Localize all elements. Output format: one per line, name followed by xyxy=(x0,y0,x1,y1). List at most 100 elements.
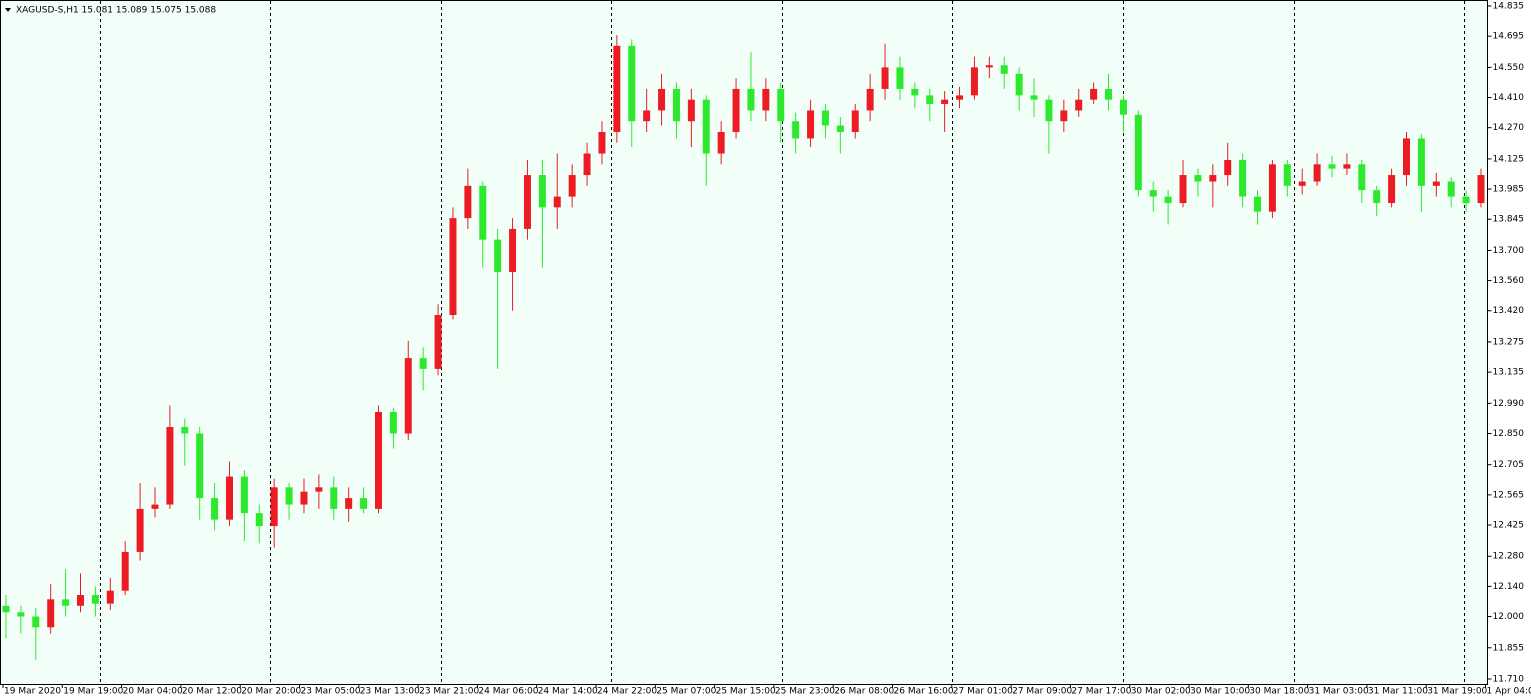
candle-body xyxy=(1462,196,1470,204)
y-tick-label: 12.425 xyxy=(1493,521,1525,531)
candle-body xyxy=(285,487,293,505)
candle-body xyxy=(1119,99,1127,115)
candle-body xyxy=(1134,114,1142,191)
x-tick-label: 19 Mar 2020 xyxy=(4,687,61,697)
candle-body xyxy=(598,131,606,154)
header-marker xyxy=(5,8,11,12)
candle-body xyxy=(956,95,964,100)
x-tick-label: 31 Mar 19:00 xyxy=(1427,687,1487,697)
x-tick-label: 25 Mar 07:00 xyxy=(656,687,716,697)
candle-body xyxy=(434,315,442,369)
candle-body xyxy=(374,411,382,509)
candle-body xyxy=(851,110,859,132)
candle-body xyxy=(1477,175,1485,204)
x-tick-label: 24 Mar 06:00 xyxy=(478,687,538,697)
candle-body xyxy=(1194,175,1202,182)
candle-body xyxy=(1432,181,1440,186)
y-tick-label: 14.695 xyxy=(1493,32,1525,42)
candle-body xyxy=(419,358,427,369)
candle-body xyxy=(1254,196,1262,212)
y-tick-label: 13.845 xyxy=(1493,215,1525,225)
candle-body xyxy=(1030,95,1038,100)
candle-body xyxy=(1447,181,1455,197)
candle-body xyxy=(1283,164,1291,186)
candle-body xyxy=(166,427,174,505)
x-tick-label: 31 Mar 03:00 xyxy=(1309,687,1369,697)
x-tick-label: 19 Mar 19:00 xyxy=(63,687,123,697)
candle-body xyxy=(1268,164,1276,212)
candle-body xyxy=(196,433,204,499)
x-tick-label: 30 Mar 02:00 xyxy=(1131,687,1191,697)
candle-body xyxy=(404,358,412,434)
candle-body xyxy=(509,228,517,272)
y-tick-label: 14.125 xyxy=(1493,154,1525,164)
candle-body xyxy=(762,88,770,111)
y-tick-label: 14.550 xyxy=(1493,63,1525,73)
x-tick-label: 31 Mar 11:00 xyxy=(1368,687,1428,697)
candle-body xyxy=(1328,164,1336,169)
y-tick-label: 13.135 xyxy=(1493,368,1525,378)
candle-body xyxy=(747,88,755,111)
candle-body xyxy=(315,487,323,492)
y-tick-label: 12.140 xyxy=(1493,582,1525,592)
candle-body xyxy=(553,196,561,208)
candle-body xyxy=(1239,159,1247,197)
y-tick-label: 12.850 xyxy=(1493,429,1525,439)
y-tick-label: 13.700 xyxy=(1493,246,1525,256)
candle-body xyxy=(1298,181,1306,186)
candle-body xyxy=(717,131,725,154)
candle-body xyxy=(1090,88,1098,100)
x-tick-label: 26 Mar 16:00 xyxy=(894,687,954,697)
candle-body xyxy=(1209,175,1217,182)
x-tick-label: 23 Mar 05:00 xyxy=(301,687,361,697)
y-tick-label: 14.270 xyxy=(1493,123,1525,133)
y-tick-label: 13.275 xyxy=(1493,337,1525,347)
candle-body xyxy=(628,45,636,122)
x-tick-label: 30 Mar 10:00 xyxy=(1190,687,1250,697)
x-tick-label: 24 Mar 22:00 xyxy=(597,687,657,697)
candle-body xyxy=(1224,159,1232,176)
candle-body xyxy=(32,616,40,628)
candle-body xyxy=(106,590,114,604)
candle-body xyxy=(1075,99,1083,111)
x-tick-label: 26 Mar 08:00 xyxy=(834,687,894,697)
candle-body xyxy=(1179,175,1187,204)
candle-body xyxy=(240,476,248,514)
y-tick-label: 13.985 xyxy=(1493,185,1525,195)
y-tick-label: 11.710 xyxy=(1493,675,1525,685)
plot-area xyxy=(0,0,1488,685)
candle-body xyxy=(479,185,487,240)
candle-body xyxy=(91,595,99,604)
candle-body xyxy=(1358,164,1366,191)
candle-body xyxy=(300,491,308,505)
candle-body xyxy=(1403,138,1411,176)
x-tick-label: 30 Mar 18:00 xyxy=(1249,687,1309,697)
candle-body xyxy=(1015,73,1023,96)
x-tick-label: 27 Mar 01:00 xyxy=(953,687,1013,697)
candle-body xyxy=(941,99,949,104)
y-tick-label: 13.420 xyxy=(1493,306,1525,316)
candle-body xyxy=(62,599,70,606)
candle-body xyxy=(911,88,919,96)
y-tick-label: 11.855 xyxy=(1493,643,1525,653)
y-tick-label: 12.990 xyxy=(1493,399,1525,409)
candle-body xyxy=(702,99,710,154)
chart-header: XAGUSD-S,H1 15.081 15.089 15.075 15.088 xyxy=(16,6,216,16)
candle-body xyxy=(181,427,189,434)
candle-body xyxy=(658,88,666,111)
candle-body xyxy=(345,498,353,509)
x-tick-label: 20 Mar 20:00 xyxy=(241,687,301,697)
y-tick-label: 12.280 xyxy=(1493,552,1525,562)
candle-body xyxy=(270,487,278,527)
candle-body xyxy=(1060,110,1068,122)
candle-body xyxy=(121,551,129,591)
candle-body xyxy=(568,175,576,197)
y-tick-label: 14.835 xyxy=(1493,2,1525,12)
candle-body xyxy=(792,121,800,139)
x-tick-label: 23 Mar 13:00 xyxy=(360,687,420,697)
candle-body xyxy=(807,110,815,139)
candle-body xyxy=(1164,196,1172,204)
candle-body xyxy=(643,110,651,122)
candle-body xyxy=(687,99,695,122)
candle-body xyxy=(1045,99,1053,122)
